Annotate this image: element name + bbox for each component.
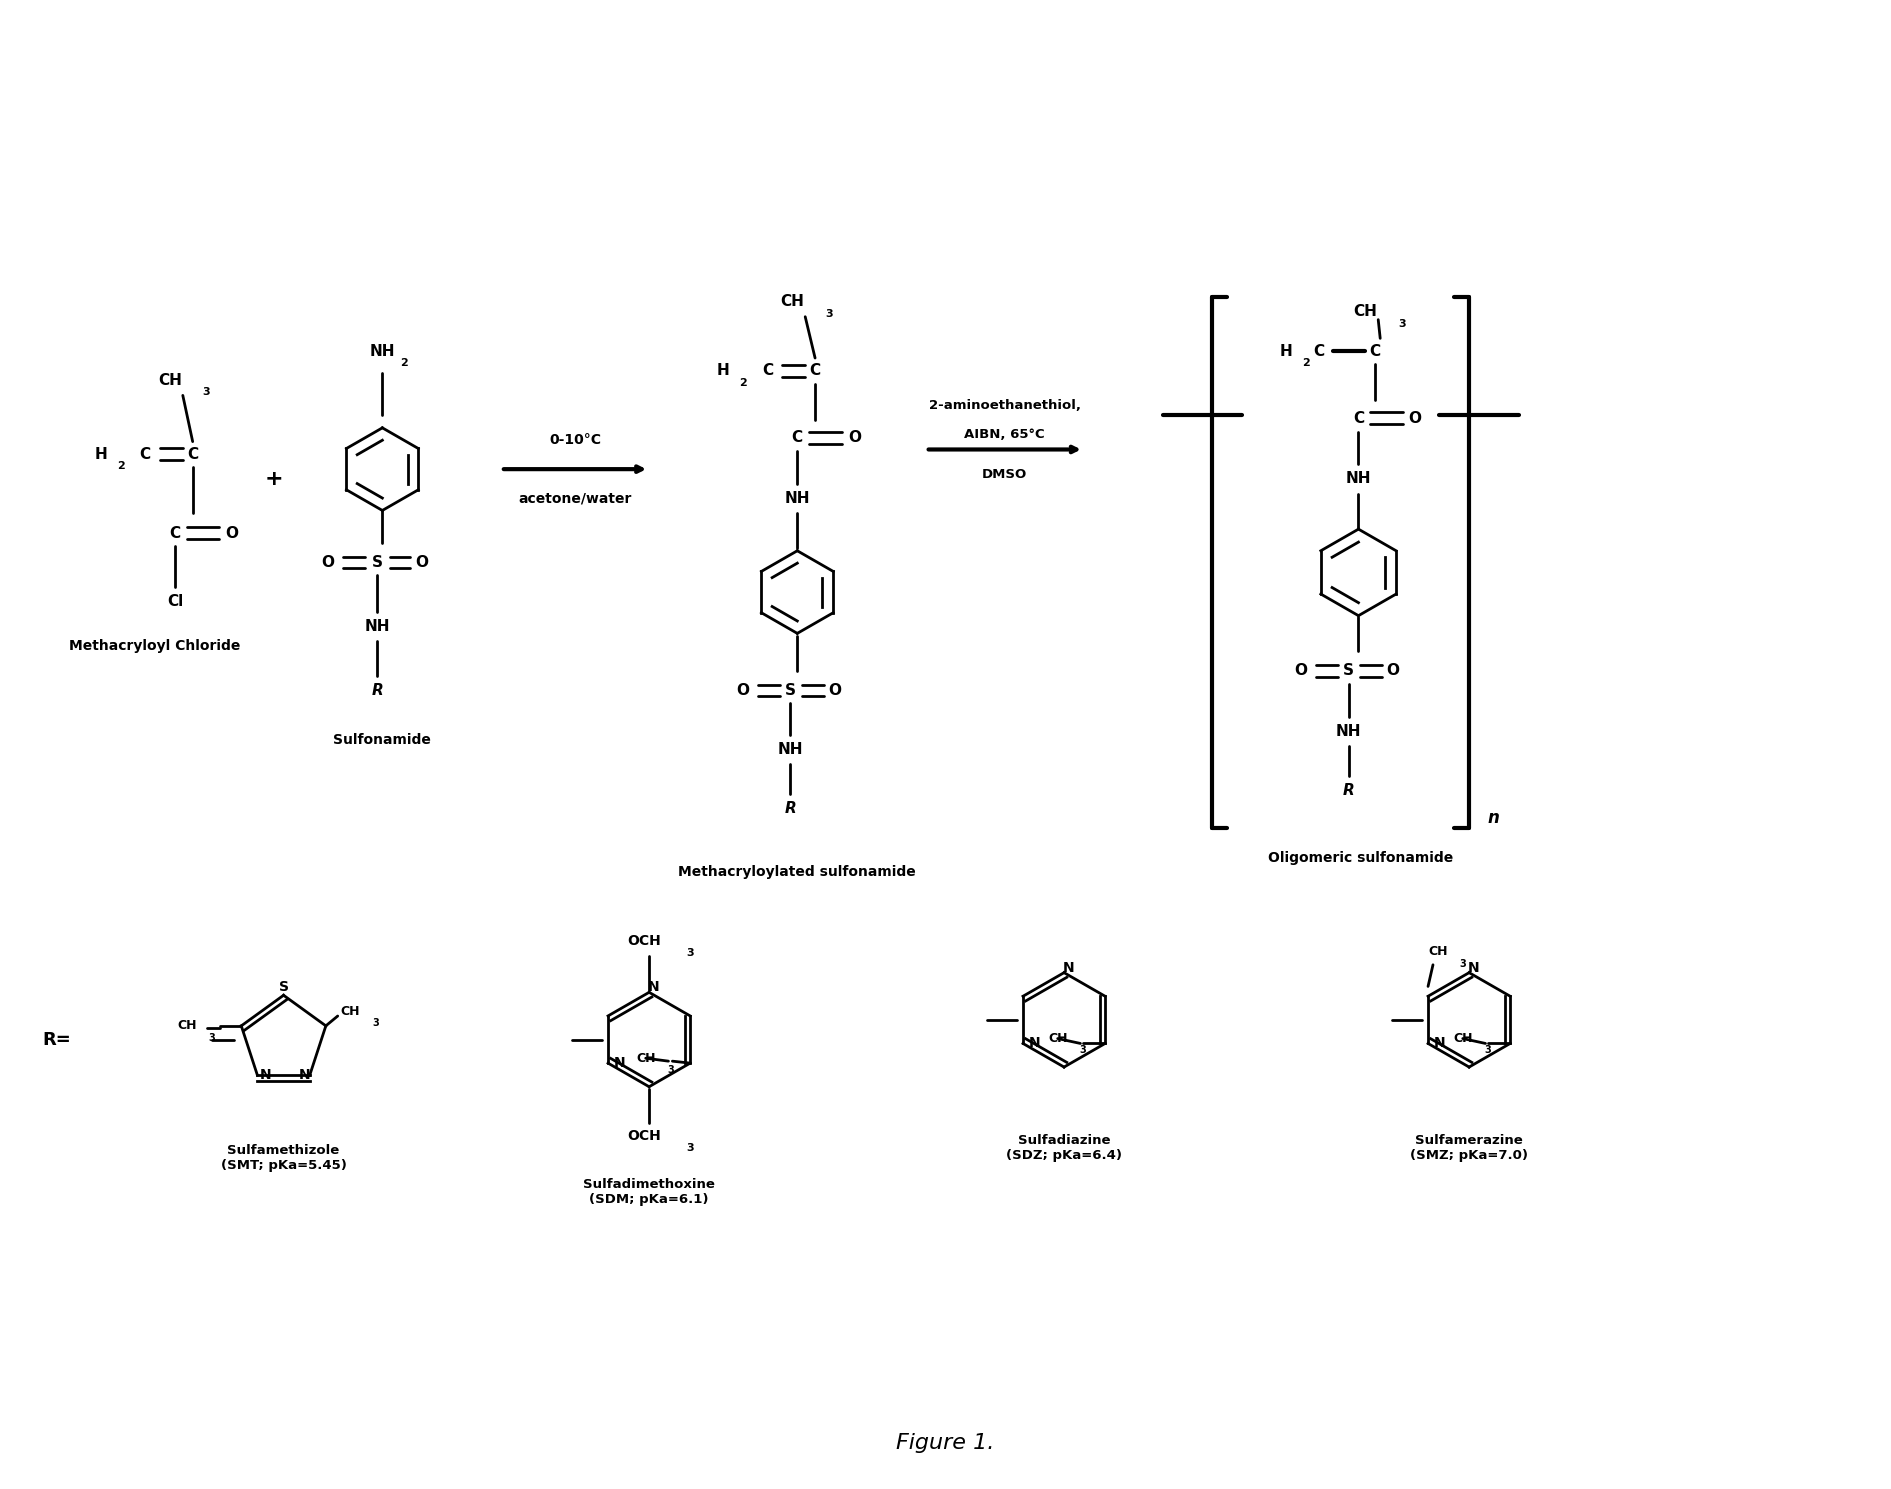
Text: CH: CH [635, 1051, 656, 1065]
Text: acetone/water: acetone/water [518, 491, 632, 506]
Text: Methacryloyl Chloride: Methacryloyl Chloride [70, 639, 240, 654]
Text: C: C [1314, 344, 1324, 359]
Text: 2: 2 [1303, 357, 1310, 368]
Text: 2: 2 [401, 357, 408, 368]
Text: CH: CH [340, 1005, 361, 1017]
Text: O: O [321, 555, 335, 570]
Text: Sulfonamide: Sulfonamide [333, 733, 431, 746]
Text: 3: 3 [686, 948, 694, 957]
Text: 3: 3 [208, 1033, 216, 1042]
Text: +: + [265, 469, 284, 488]
Text: 3: 3 [1460, 959, 1466, 969]
Text: CH: CH [1428, 946, 1449, 959]
Text: C: C [762, 363, 773, 378]
Text: 3: 3 [373, 1018, 378, 1027]
Text: OCH: OCH [628, 934, 662, 948]
Text: 3: 3 [1080, 1045, 1085, 1056]
Text: Cl: Cl [166, 594, 183, 609]
Text: CH: CH [1354, 304, 1377, 319]
Text: N: N [1433, 1036, 1447, 1050]
Text: N: N [259, 1068, 270, 1083]
Text: 3: 3 [824, 308, 832, 319]
Text: CH: CH [159, 374, 182, 389]
Text: H: H [1280, 344, 1293, 359]
Text: 3: 3 [668, 1065, 673, 1075]
Text: NH: NH [365, 619, 390, 634]
Text: AIBN, 65°C: AIBN, 65°C [964, 429, 1046, 441]
Text: Figure 1.: Figure 1. [896, 1432, 995, 1453]
Text: C: C [792, 430, 804, 445]
Text: NH: NH [1346, 472, 1371, 487]
Text: C: C [809, 363, 821, 378]
Text: Sulfamethizole
(SMT; pKa=5.45): Sulfamethizole (SMT; pKa=5.45) [221, 1144, 346, 1172]
Text: CH: CH [178, 1020, 197, 1032]
Text: N: N [1063, 960, 1074, 975]
Text: N: N [1029, 1036, 1040, 1050]
Text: CH: CH [1048, 1032, 1067, 1045]
Text: 3: 3 [1484, 1045, 1490, 1056]
Text: N: N [299, 1068, 310, 1083]
Text: 2: 2 [739, 378, 747, 387]
Text: O: O [225, 526, 238, 541]
Text: S: S [785, 683, 796, 698]
Text: C: C [1369, 344, 1380, 359]
Text: C: C [187, 447, 199, 462]
Text: Sulfadiazine
(SDZ; pKa=6.4): Sulfadiazine (SDZ; pKa=6.4) [1006, 1133, 1121, 1161]
Text: Oligomeric sulfonamide: Oligomeric sulfonamide [1267, 850, 1452, 865]
Text: S: S [373, 555, 382, 570]
Text: R=: R= [42, 1030, 70, 1048]
Text: NH: NH [1335, 724, 1362, 739]
Text: n: n [1488, 809, 1500, 828]
Text: H: H [95, 447, 108, 462]
Text: 0-10°C: 0-10°C [548, 433, 601, 447]
Text: 3: 3 [686, 1142, 694, 1152]
Text: OCH: OCH [628, 1129, 662, 1144]
Text: 3: 3 [202, 387, 210, 398]
Text: N: N [615, 1056, 626, 1071]
Text: S: S [1343, 663, 1354, 679]
Text: H: H [717, 363, 730, 378]
Text: Methacryloylated sulfonamide: Methacryloylated sulfonamide [679, 865, 915, 880]
Text: C: C [140, 447, 151, 462]
Text: DMSO: DMSO [981, 468, 1027, 481]
Text: 2-aminoethanethiol,: 2-aminoethanethiol, [928, 399, 1082, 412]
Text: R: R [371, 683, 384, 698]
Text: O: O [1409, 411, 1422, 426]
Text: N: N [649, 980, 660, 995]
Text: 2: 2 [117, 462, 125, 471]
Text: CH: CH [781, 295, 804, 310]
Text: R: R [1343, 783, 1354, 798]
Text: O: O [1295, 663, 1309, 679]
Text: Sulfadimethoxine
(SDM; pKa=6.1): Sulfadimethoxine (SDM; pKa=6.1) [582, 1178, 715, 1206]
Text: O: O [1386, 663, 1399, 679]
Text: C: C [1352, 411, 1363, 426]
Text: NH: NH [785, 491, 809, 506]
Text: S: S [278, 980, 289, 995]
Text: Sulfamerazine
(SMZ; pKa=7.0): Sulfamerazine (SMZ; pKa=7.0) [1411, 1133, 1528, 1161]
Text: N: N [1467, 960, 1481, 975]
Text: 3: 3 [1397, 319, 1405, 329]
Text: O: O [847, 430, 860, 445]
Text: CH: CH [1452, 1032, 1473, 1045]
Text: O: O [736, 683, 749, 698]
Text: NH: NH [777, 742, 804, 756]
Text: NH: NH [369, 344, 395, 359]
Text: R: R [785, 801, 796, 816]
Text: O: O [416, 555, 429, 570]
Text: C: C [170, 526, 180, 541]
Text: O: O [828, 683, 841, 698]
